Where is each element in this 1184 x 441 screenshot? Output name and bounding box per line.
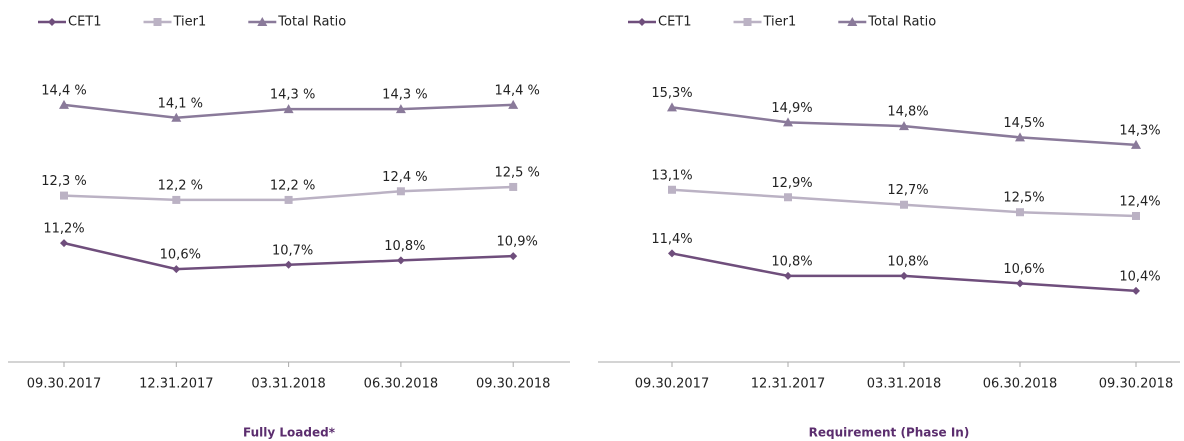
legend-marker: [153, 18, 162, 26]
legend-marker: [743, 18, 752, 26]
x-tick-label: 06.30.2018: [364, 377, 438, 392]
legend-label: CET1: [68, 15, 102, 30]
data-label: 11,2%: [43, 222, 84, 237]
legend-label: Tier1: [763, 15, 797, 30]
x-tick-label: 09.30.2017: [27, 377, 101, 392]
x-tick-label: 12.31.2017: [139, 377, 213, 392]
data-label: 10,8%: [887, 254, 928, 269]
data-point: [668, 249, 676, 258]
data-label: 12,3 %: [41, 174, 86, 189]
data-point: [1132, 211, 1140, 220]
data-point: [172, 195, 181, 204]
data-label: 12,2 %: [270, 178, 315, 193]
data-point: [783, 117, 793, 127]
legend-label: CET1: [658, 15, 692, 30]
legend-marker: [48, 18, 56, 26]
data-label: 14,5%: [1003, 116, 1044, 131]
x-tick-label: 09.30.2018: [476, 377, 550, 392]
data-label: 14,4 %: [494, 83, 539, 98]
legend-label: Total Ratio: [277, 15, 346, 30]
data-point: [1131, 139, 1141, 149]
data-label: 12,7%: [887, 183, 928, 198]
legend-label: Tier1: [173, 15, 207, 30]
data-point: [1016, 208, 1024, 217]
data-label: 11,4%: [651, 232, 692, 247]
data-point: [284, 260, 293, 269]
chart-title: Requirement (Phase In): [809, 426, 970, 440]
data-point: [171, 112, 182, 122]
data-label: 14,3 %: [270, 88, 315, 103]
chart-title: Fully Loaded*: [243, 426, 336, 440]
data-point: [900, 271, 908, 280]
data-label: 14,3%: [1119, 123, 1160, 138]
data-point: [1132, 286, 1140, 295]
x-tick-label: 03.31.2018: [867, 377, 941, 392]
data-point: [284, 195, 293, 204]
data-point: [59, 99, 69, 109]
data-point: [1015, 132, 1025, 142]
data-label: 10,7%: [272, 243, 313, 258]
x-tick-label: 12.31.2017: [751, 377, 825, 392]
data-point: [60, 191, 68, 200]
data-label: 14,4 %: [41, 83, 86, 98]
data-label: 12,2 %: [158, 178, 203, 193]
data-label: 10,4%: [1119, 269, 1160, 284]
data-point: [60, 239, 68, 248]
data-label: 14,8%: [887, 105, 928, 120]
data-point: [1016, 279, 1024, 288]
data-label: 12,4%: [1119, 194, 1160, 209]
data-label: 12,4 %: [382, 170, 427, 185]
data-point: [899, 121, 909, 131]
legend-label: Total Ratio: [867, 15, 936, 30]
x-tick-label: 09.30.2018: [1099, 377, 1173, 392]
x-tick-label: 03.31.2018: [251, 377, 325, 392]
data-label: 12,5 %: [494, 165, 539, 180]
data-point: [396, 256, 405, 265]
x-tick-label: 06.30.2018: [983, 377, 1057, 392]
data-label: 14,3 %: [382, 88, 427, 103]
data-point: [900, 200, 908, 209]
data-point: [508, 99, 519, 109]
data-point: [784, 271, 792, 280]
data-label: 12,9%: [771, 176, 812, 191]
data-label: 15,3%: [651, 86, 692, 101]
data-point: [395, 104, 406, 114]
data-label: 10,9%: [497, 235, 538, 250]
data-label: 10,8%: [771, 254, 812, 269]
data-point: [784, 193, 792, 202]
data-label: 14,1 %: [158, 96, 203, 111]
data-point: [172, 265, 181, 274]
data-label: 10,6%: [160, 248, 201, 263]
legend-marker: [638, 18, 646, 26]
legend-marker: [847, 17, 858, 26]
data-label: 10,8%: [384, 239, 425, 254]
data-label: 12,5%: [1003, 191, 1044, 206]
data-point: [667, 102, 677, 112]
data-point: [668, 185, 676, 194]
legend-marker: [257, 17, 268, 26]
data-point: [283, 104, 294, 114]
x-tick-label: 09.30.2017: [635, 377, 709, 392]
data-point: [396, 187, 405, 196]
data-point: [509, 252, 518, 261]
data-label: 14,9%: [771, 101, 812, 116]
data-point: [509, 182, 518, 191]
data-label: 13,1%: [651, 168, 692, 183]
data-label: 10,6%: [1003, 262, 1044, 277]
